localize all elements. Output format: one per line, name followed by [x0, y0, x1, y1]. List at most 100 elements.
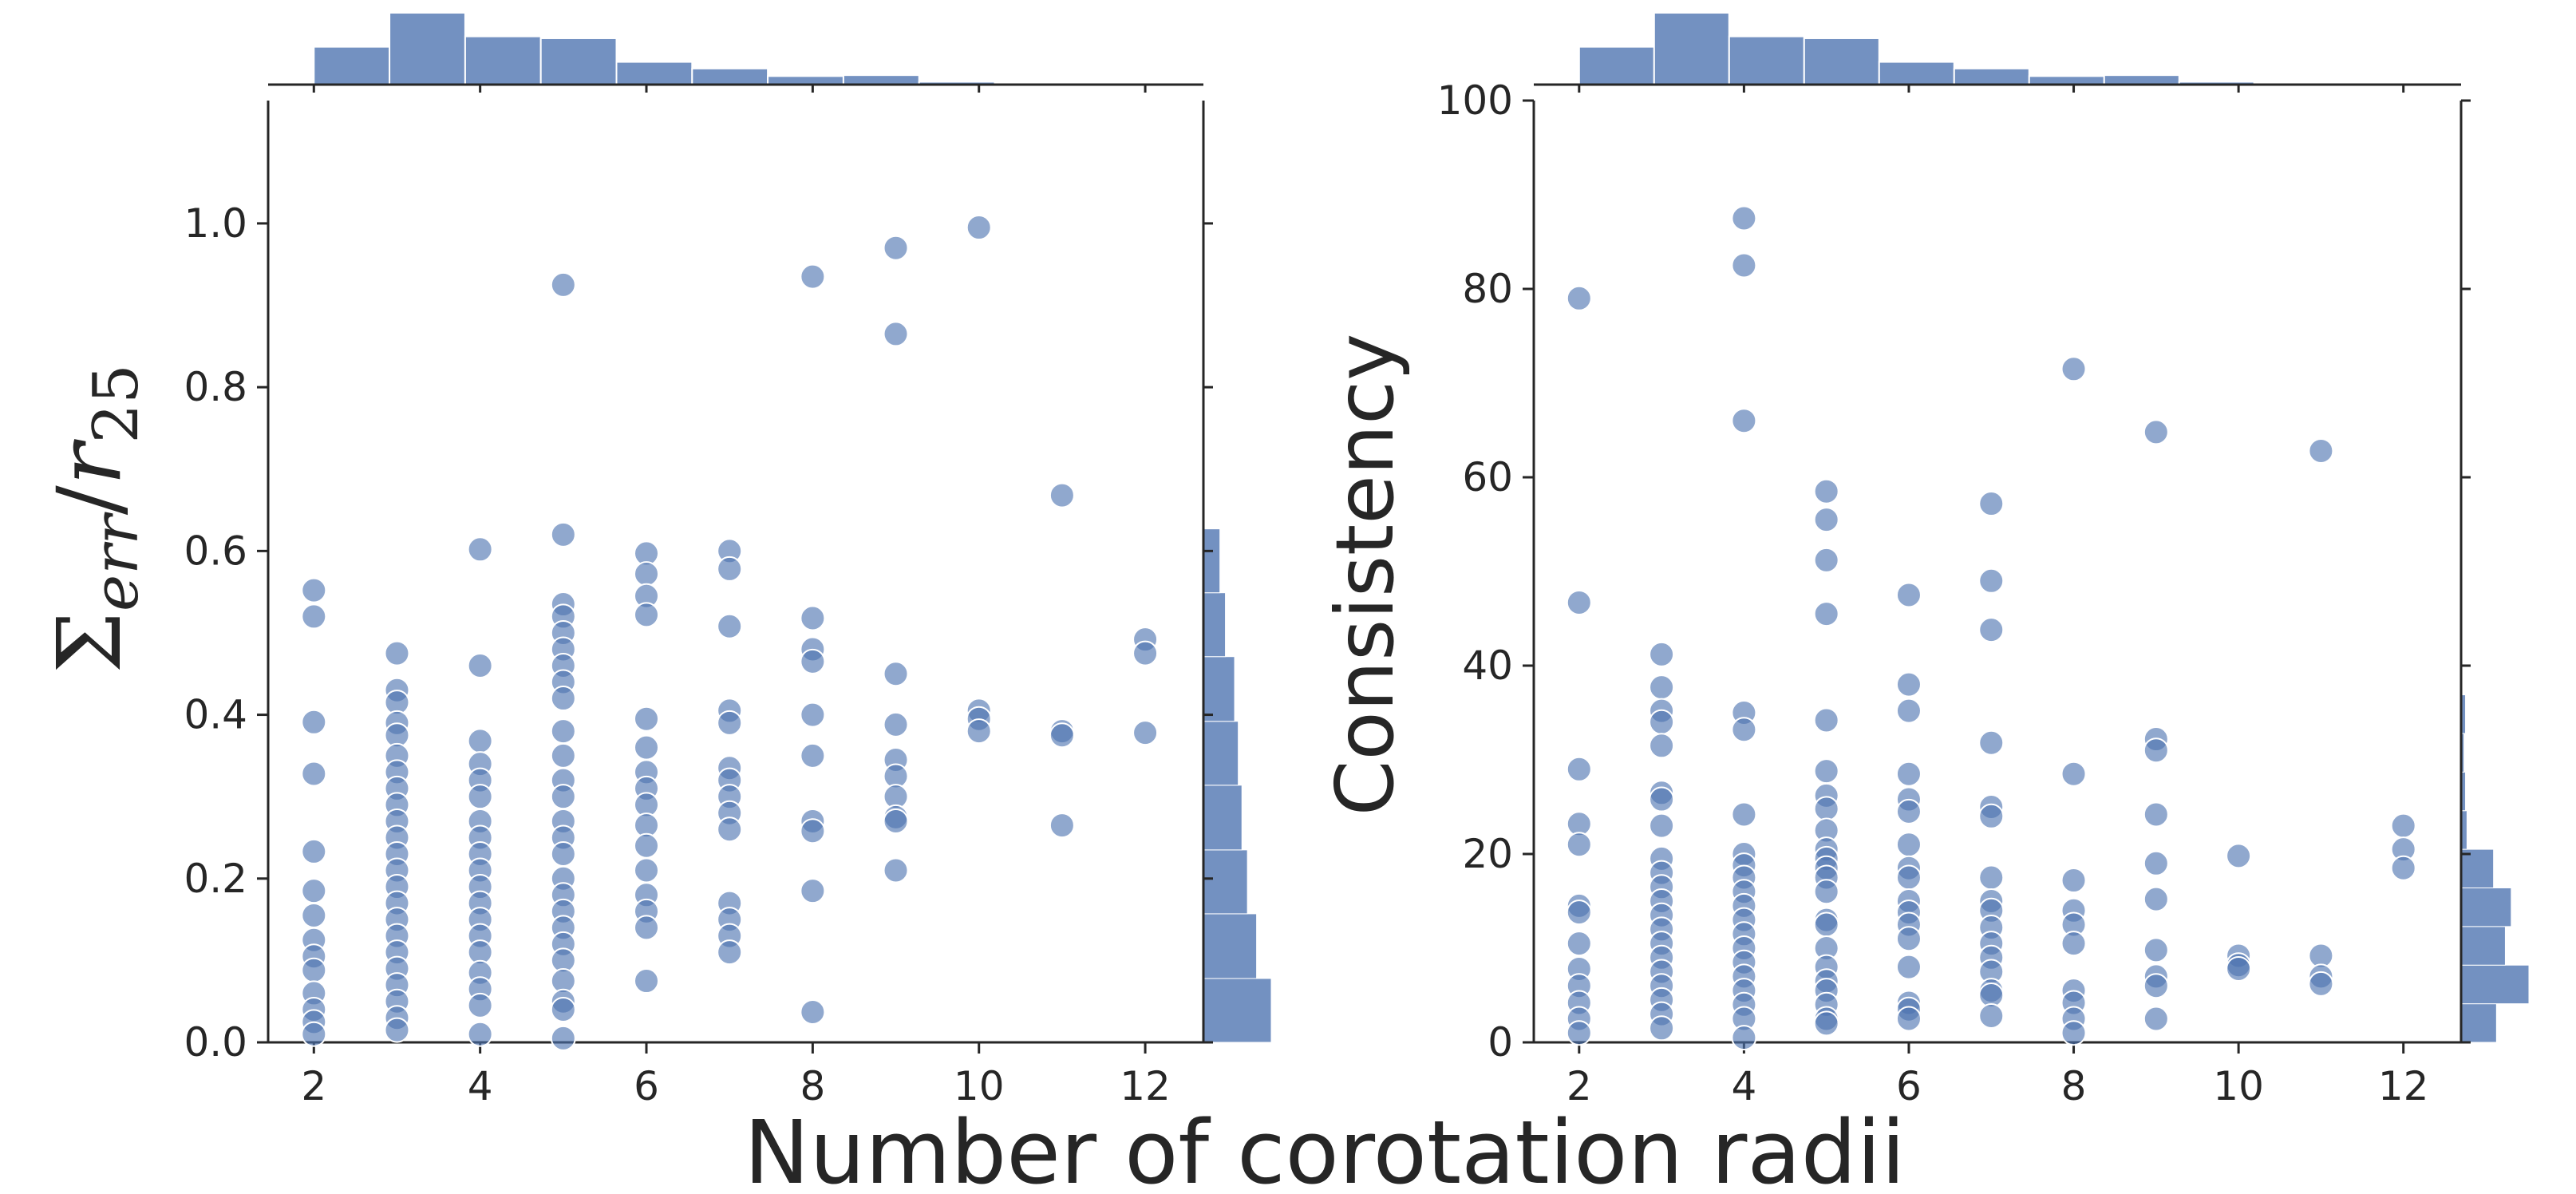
scatter-point [2060, 931, 2087, 957]
left-axes [257, 83, 1213, 1054]
marginal-x-bar [615, 61, 693, 86]
scatter-point [550, 742, 576, 769]
scatter-point [1731, 801, 1757, 828]
scatter-point [1813, 758, 1839, 785]
scatter-point [550, 784, 576, 810]
marginal-x-bar [1653, 12, 1730, 85]
scatter-point [301, 902, 327, 928]
marginal-y-bar [1203, 849, 1248, 915]
scatter-point [1731, 408, 1757, 434]
scatter-point [301, 761, 327, 787]
marginal-x-bar [842, 74, 920, 86]
scatter-point [966, 718, 992, 745]
left-marginal-y-histogram [1203, 528, 1272, 1043]
marginal-x-bar [1803, 37, 1880, 85]
left-scatter-points [301, 215, 1159, 1051]
scatter-point [1978, 567, 2005, 594]
scatter-point [1895, 864, 1922, 891]
scatter-point [966, 215, 992, 241]
scatter-point [2143, 419, 2169, 445]
x-tick-label: 2 [301, 1063, 326, 1109]
right-marginal-x-histogram [1578, 12, 2404, 86]
scatter-point [883, 661, 909, 687]
scatter-point [2226, 843, 2252, 869]
slash: / [38, 484, 140, 515]
scatter-point [467, 536, 493, 563]
scatter-point [1566, 285, 1592, 311]
scatter-point [1566, 1020, 1592, 1046]
scatter-point [717, 939, 743, 966]
right-axes [1523, 83, 2471, 1054]
scatter-point [1895, 582, 1922, 608]
scatter-point [1813, 507, 1839, 533]
y-tick-label: 20 [1462, 831, 1513, 877]
scatter-point [467, 1021, 493, 1047]
y-tick-label: 1.0 [184, 200, 247, 247]
x-axis-label: Number of corotation radii [744, 1101, 1906, 1194]
scatter-point [634, 968, 660, 994]
scatter-point [2143, 973, 2169, 999]
x-tick-label: 8 [800, 1063, 825, 1109]
scatter-point [2390, 855, 2416, 881]
scatter-point [1649, 641, 1675, 667]
scatter-point [634, 832, 660, 859]
scatter-point [1978, 491, 2005, 517]
scatter-point [2143, 937, 2169, 963]
marginal-y-bar [2460, 1003, 2497, 1043]
scatter-point [2060, 868, 2087, 894]
marginal-y-bar [2460, 926, 2506, 966]
scatter-point [1813, 796, 1839, 822]
scatter-point [301, 1021, 327, 1047]
scatter-point [301, 838, 327, 864]
scatter-point [1813, 911, 1839, 938]
x-tick-label: 4 [468, 1063, 493, 1109]
marginal-y-bar [1203, 656, 1235, 722]
scatter-point [717, 816, 743, 843]
scatter-point [301, 603, 327, 630]
scatter-point [1813, 478, 1839, 504]
y-tick-label: 100 [1437, 77, 1513, 124]
scatter-point [1649, 812, 1675, 839]
scatter-point [1049, 722, 1075, 749]
scatter-point [800, 878, 826, 904]
scatter-point [883, 857, 909, 884]
x-tick-label: 12 [1120, 1063, 1171, 1109]
scatter-point [800, 818, 826, 844]
marginal-x-bar [1578, 45, 1655, 85]
scatter-point [1132, 640, 1159, 666]
scatter-point [1895, 832, 1922, 858]
scatter-point [301, 957, 327, 983]
marginal-x-bar [1728, 35, 1805, 85]
x-tick-label: 6 [634, 1063, 659, 1109]
scatter-point [550, 686, 576, 712]
scatter-point [634, 602, 660, 628]
scatter-point [2143, 801, 2169, 828]
scatter-point [800, 742, 826, 769]
err-subscript: err [81, 511, 152, 611]
scatter-point [1731, 252, 1757, 279]
y-tick-label: 80 [1462, 266, 1513, 312]
scatter-point [883, 235, 909, 261]
scatter-point [717, 555, 743, 582]
x-tick-label: 12 [2378, 1063, 2429, 1109]
scatter-point [1566, 756, 1592, 782]
scatter-point [2308, 971, 2334, 997]
scatter-point [1978, 1002, 2005, 1029]
x-tick-label: 8 [2061, 1063, 2087, 1109]
scatter-point [550, 718, 576, 745]
scatter-point [800, 263, 826, 290]
scatter-point [634, 561, 660, 587]
scatter-point [1813, 879, 1839, 905]
scatter-point [1895, 954, 1922, 980]
scatter-point [2308, 437, 2334, 464]
scatter-point [1566, 931, 1592, 957]
scatter-point [634, 857, 660, 884]
scatter-point [717, 613, 743, 639]
scatter-point [1566, 589, 1592, 615]
right-marginal-y-histogram [2460, 694, 2530, 1043]
marginal-x-bar [1878, 61, 1955, 86]
scatter-point [1978, 729, 2005, 756]
y-tick-label: 0.2 [184, 856, 247, 902]
scatter-point [634, 706, 660, 732]
